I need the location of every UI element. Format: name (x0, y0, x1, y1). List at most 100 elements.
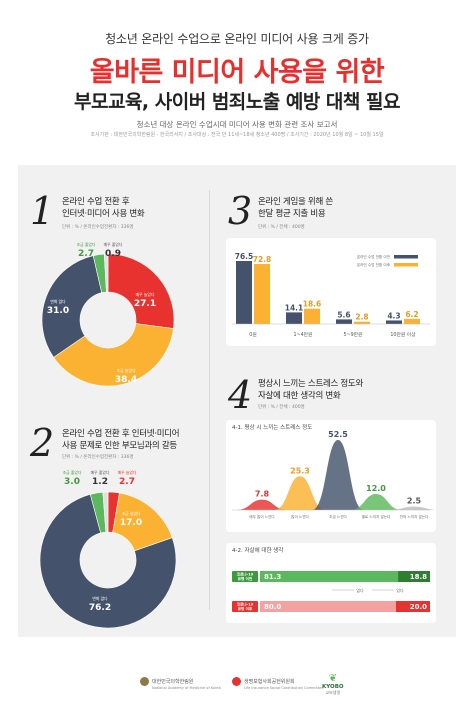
logo-life: 생명보험사회공헌위원회 Life Insurance Social Contri… (232, 677, 323, 690)
donut2-label-3: 조금 줄었다 (63, 470, 82, 475)
section-4-unit: 단위 : % / 전체 : 400명 (258, 405, 305, 410)
suicide-bar-none-0 (260, 571, 399, 582)
donut2-label-4: 매우 줄었다 (91, 470, 110, 475)
stress-value-4: 2.5 (407, 497, 422, 506)
stress-area-3 (350, 494, 402, 510)
suicide-bar-none-1 (260, 601, 396, 612)
footer: 대한민국의학한림원 National Academy of Medicine o… (0, 665, 474, 705)
bar-value-1-0: 14.1 (285, 303, 304, 312)
donut2-value-0: 2.7 (119, 477, 135, 487)
org3-sub: 교보생명 (325, 690, 341, 695)
bar-0-0 (236, 261, 252, 324)
bar-value-0-1: 72.8 (253, 255, 272, 264)
nam-emblem-icon (140, 677, 149, 686)
main-title: 올바른 미디어 사용을 위한 (89, 57, 385, 88)
stress-area-2 (312, 440, 364, 510)
section-1-title-line1: 온라인 수업 전환 후 (62, 197, 130, 207)
donut1-label-4: 매우 줄었다 (104, 242, 123, 247)
suicide-value-none-1: 80.0 (264, 603, 281, 611)
donut2-value-2: 76.2 (89, 603, 111, 613)
section-2-unit: 단위 : % / 온라인수업전환자 : 336명 (62, 455, 134, 460)
org1-name: 대한민국의학한림원 (152, 679, 194, 685)
section-3-title-line1: 온라인 게임을 위해 쓴 (258, 197, 333, 207)
bar-value-2-0: 5.6 (337, 310, 350, 319)
section-4-title: 평상시 느끼는 스트레스 정도와 자살에 대한 생각의 변화 (258, 378, 363, 402)
section-2-title-line1: 온라인 수업 전환 후 인터넷·미디어 (62, 429, 180, 439)
stress-value-0: 7.8 (255, 490, 270, 499)
donut2-label-0: 매우 늘었다 (118, 470, 137, 475)
stress-category-0: 매우 많이 느낀다 (249, 514, 275, 519)
section-2-number: 2 (30, 421, 55, 465)
donut2-slice-4 (102, 491, 109, 533)
logo-nam: 대한민국의학한림원 National Academy of Medicine o… (140, 677, 221, 690)
suicide-row-label-bg-1 (232, 601, 258, 612)
section-1-number: 1 (30, 189, 55, 233)
bar-value-1-1: 18.6 (303, 300, 322, 309)
bar-1-0 (286, 312, 302, 324)
bar-2-1 (354, 321, 370, 324)
bar-3-0 (386, 320, 402, 324)
suicide-bar-yes-0 (398, 571, 430, 582)
column-divider (209, 190, 210, 610)
donut1-slice-2 (41, 255, 103, 358)
donut1-label-0: 매우 늘었다 (136, 292, 155, 297)
donut2-value-3: 3.0 (64, 477, 80, 487)
section-1-unit: 단위 : % / 온라인수업전환자 : 336명 (62, 225, 134, 230)
stress-value-1: 25.3 (290, 466, 310, 475)
life-emblem-icon (232, 677, 241, 686)
donut2-value-4: 1.2 (92, 477, 108, 487)
suicide-chart-title: 4-2. 자살에 대한 생각 (232, 548, 284, 554)
stress-chart-title: 4-1. 평상 시 느끼는 스트레스 정도 (232, 425, 313, 431)
survey-meta: 조사기관 : 대한민국의학한림원 · 한국리서치 / 조사대상 : 전국 만 1… (90, 132, 384, 138)
kyobo-leaf-icon: ❦ (328, 673, 337, 684)
suicide-row-label-line2-0: 유행 이전 (238, 576, 253, 581)
donut1-slice-4 (103, 253, 109, 293)
org3-name: KYOBO (322, 684, 344, 690)
section-4-title-line2: 자살에 대한 생각의 변화 (258, 391, 341, 401)
donut1-label-2: 변화 없다 (50, 299, 66, 304)
section-3-title: 온라인 게임을 위해 쓴 한달 평균 지출 비용 (258, 196, 333, 220)
suicide-value-none-0: 81.3 (264, 573, 281, 581)
donut2-label-2: 변화 없다 (92, 596, 108, 601)
stress-category-3: 별로 느끼지 않는다 (362, 514, 391, 519)
stress-category-1: 많이 느낀다 (291, 514, 309, 519)
section-4-title-line1: 평상시 느끼는 스트레스 정도와 (258, 379, 363, 389)
logo-kyobo: ❦ KYOBO 교보생명 (322, 673, 344, 696)
suicide-value-yes-0: 18.8 (410, 573, 427, 581)
section-2-title-line2: 사용 문제로 인한 부모님과의 갈등 (62, 441, 177, 451)
org2-en: Life Insurance Social Contribution Commi… (244, 686, 324, 690)
section-3-number: 3 (228, 189, 253, 233)
bar-category-0: 0원 (249, 331, 256, 338)
donut1-value-1: 38.4 (115, 375, 137, 385)
bar-value-2-1: 2.8 (355, 313, 368, 322)
bar-2-0 (336, 319, 352, 324)
stress-area-1 (274, 476, 326, 510)
donut1-label-1: 조금 늘었다 (117, 368, 136, 373)
donut1-value-0: 27.1 (134, 299, 156, 309)
stress-area-0 (236, 499, 288, 510)
donut1-slice-1 (53, 323, 174, 387)
suicide-row-label-bg-0 (232, 571, 258, 582)
section-1-title-line2: 인터넷·미디어 사용 변화 (62, 209, 145, 219)
stress-value-2: 52.5 (328, 430, 348, 439)
suicide-value-yes-1: 20.0 (410, 603, 427, 611)
bar-1-1 (304, 308, 320, 324)
bar-value-0-0: 76.5 (235, 252, 254, 261)
bar-legend-label-0: 온라인 수업 전환 이전 (357, 254, 390, 259)
section-2-title: 온라인 수업 전환 후 인터넷·미디어 사용 문제로 인한 부모님과의 갈등 (62, 428, 180, 452)
section-3-title-line2: 한달 평균 지출 비용 (258, 209, 326, 219)
donut1-slice-0 (107, 253, 175, 329)
bar-category-2: 5~9만원 (344, 331, 363, 338)
stress-value-3: 12.0 (366, 484, 386, 493)
stress-category-2: 조금 느낀다 (329, 514, 347, 519)
org1-en: National Academy of Medicine of Korea (152, 686, 221, 690)
bar-3-1 (404, 318, 420, 324)
org2-name: 생명보험사회공헌위원회 (244, 679, 295, 685)
stress-area-4 (388, 506, 440, 510)
donut1-label-3: 조금 줄었다 (77, 242, 96, 247)
donut2-slice-2 (39, 493, 177, 629)
suicide-row-label-line1-1: 코로나-19 (237, 602, 254, 607)
subtitle: 부모교육, 사이버 범죄노출 예방 대책 필요 (74, 91, 400, 113)
section-1-title: 온라인 수업 전환 후 인터넷·미디어 사용 변화 (62, 196, 145, 220)
